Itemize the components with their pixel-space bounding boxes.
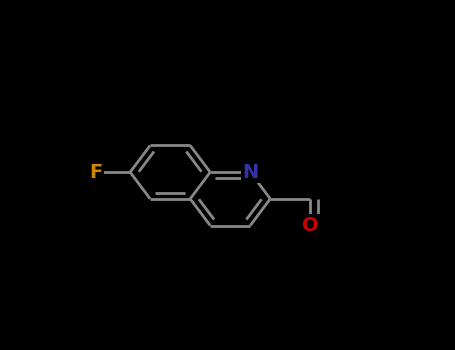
Text: F: F: [90, 163, 103, 182]
Text: N: N: [242, 163, 258, 182]
Text: O: O: [302, 216, 318, 234]
